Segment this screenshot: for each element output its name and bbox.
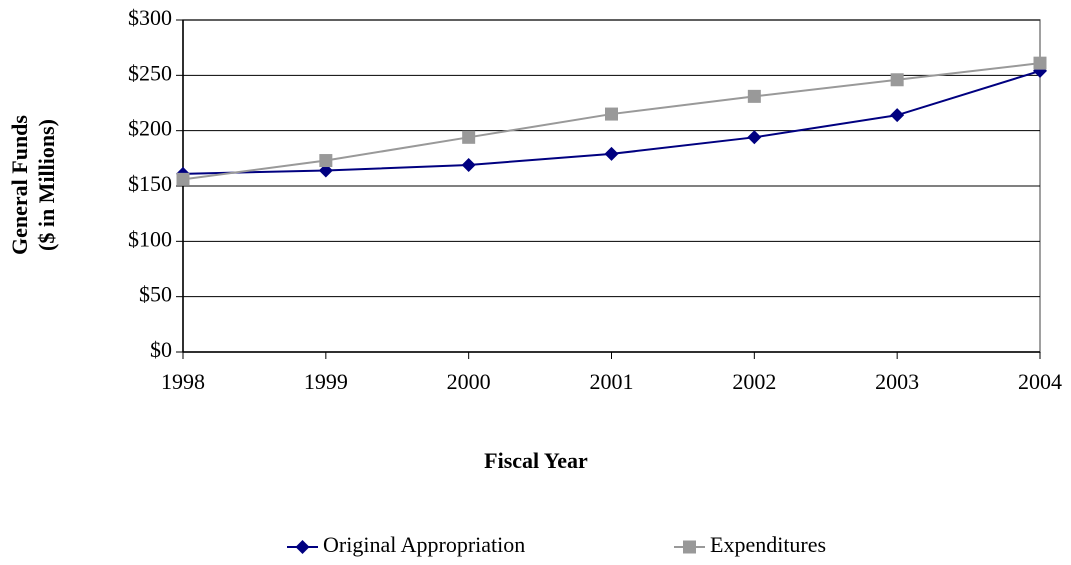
marker — [890, 73, 904, 87]
y-tick-label: $300 — [128, 5, 172, 30]
y-tick-label: $100 — [128, 226, 172, 251]
legend-label: Expenditures — [710, 532, 826, 557]
x-tick-label: 2001 — [590, 369, 634, 394]
marker — [1033, 56, 1047, 70]
y-tick-label: $150 — [128, 171, 172, 196]
marker — [176, 172, 190, 186]
legend-label: Original Appropriation — [323, 532, 525, 557]
y-tick-label: $0 — [150, 337, 172, 362]
marker — [461, 157, 476, 172]
marker — [462, 130, 476, 144]
y-axis-title: General Funds — [7, 115, 32, 255]
marker — [604, 146, 619, 161]
x-tick-label: 1999 — [304, 369, 348, 394]
y-tick-label: $250 — [128, 60, 172, 85]
marker — [747, 130, 762, 145]
marker — [747, 89, 761, 103]
series-line — [182, 62, 1041, 181]
y-axis-title: ($ in Millions) — [34, 119, 59, 251]
legend-marker — [295, 540, 310, 554]
marker — [890, 108, 905, 123]
x-tick-label: 2002 — [732, 369, 776, 394]
marker — [605, 107, 618, 121]
legend-marker — [683, 540, 696, 554]
x-tick-label: 2003 — [875, 369, 919, 394]
x-tick-label: 2004 — [1018, 369, 1062, 394]
x-axis-title: Fiscal Year — [484, 448, 588, 473]
y-tick-label: $50 — [139, 282, 172, 307]
y-tick-label: $200 — [128, 116, 172, 141]
marker — [319, 154, 333, 168]
x-tick-label: 1998 — [161, 369, 205, 394]
x-tick-label: 2000 — [447, 369, 491, 394]
